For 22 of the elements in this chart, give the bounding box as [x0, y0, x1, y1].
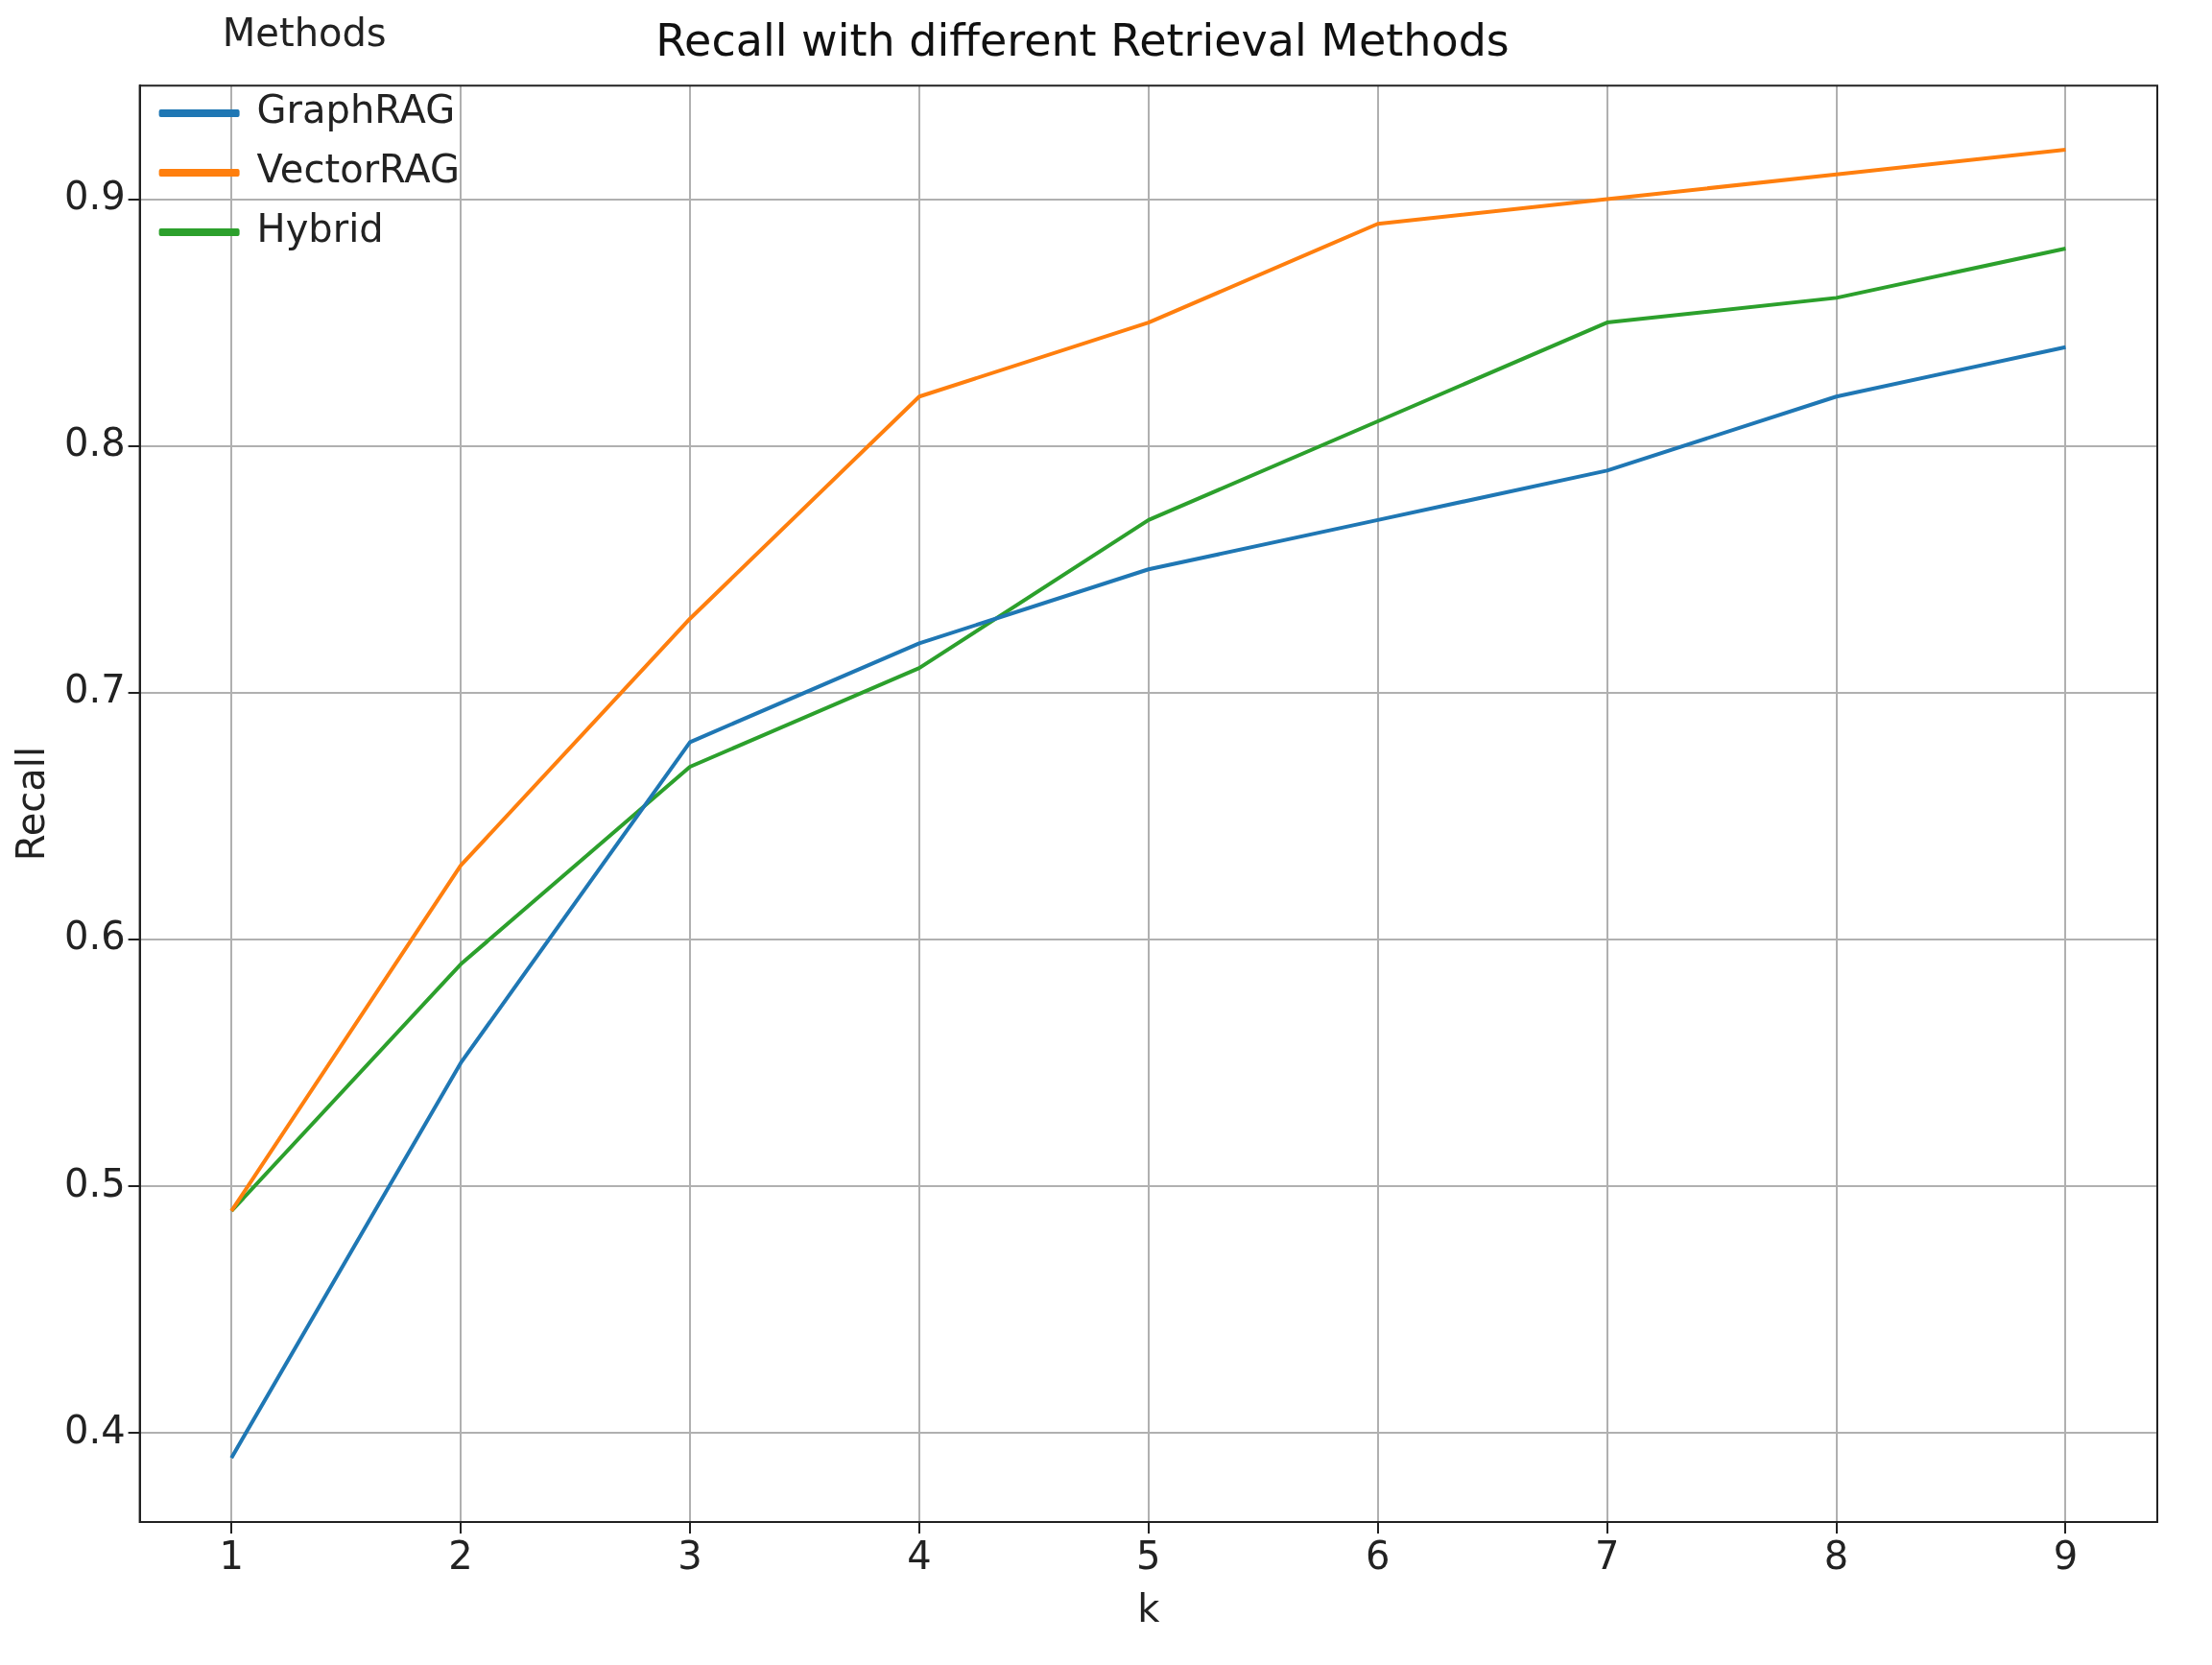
x-tick-label: 8 [1823, 1534, 1849, 1579]
y-tick-label: 0.5 [63, 1160, 126, 1205]
x-axis-title: k [1137, 1586, 1161, 1631]
y-axis-title: Recall [9, 746, 54, 862]
legend-label: Hybrid [256, 206, 384, 251]
legend-label: VectorRAG [256, 147, 460, 192]
chart-title: Recall with different Retrieval Methods [655, 13, 1510, 66]
y-tick-label: 0.4 [63, 1407, 126, 1452]
x-tick-label: 2 [448, 1534, 473, 1579]
y-tick-label: 0.6 [63, 914, 126, 959]
y-tick-label: 0.9 [63, 173, 126, 218]
x-tick-label: 9 [2053, 1534, 2079, 1579]
x-tick-label: 6 [1365, 1534, 1391, 1579]
y-tick-label: 0.8 [63, 420, 126, 465]
x-tick-label: 5 [1136, 1534, 1161, 1579]
legend-label: GraphRAG [256, 87, 456, 132]
legend-title: Methods [222, 11, 387, 56]
x-tick-label: 1 [219, 1534, 244, 1579]
x-tick-label: 7 [1594, 1534, 1620, 1579]
y-tick-label: 0.7 [63, 667, 126, 712]
x-tick-label: 3 [678, 1534, 702, 1579]
x-tick-label: 4 [907, 1534, 932, 1579]
